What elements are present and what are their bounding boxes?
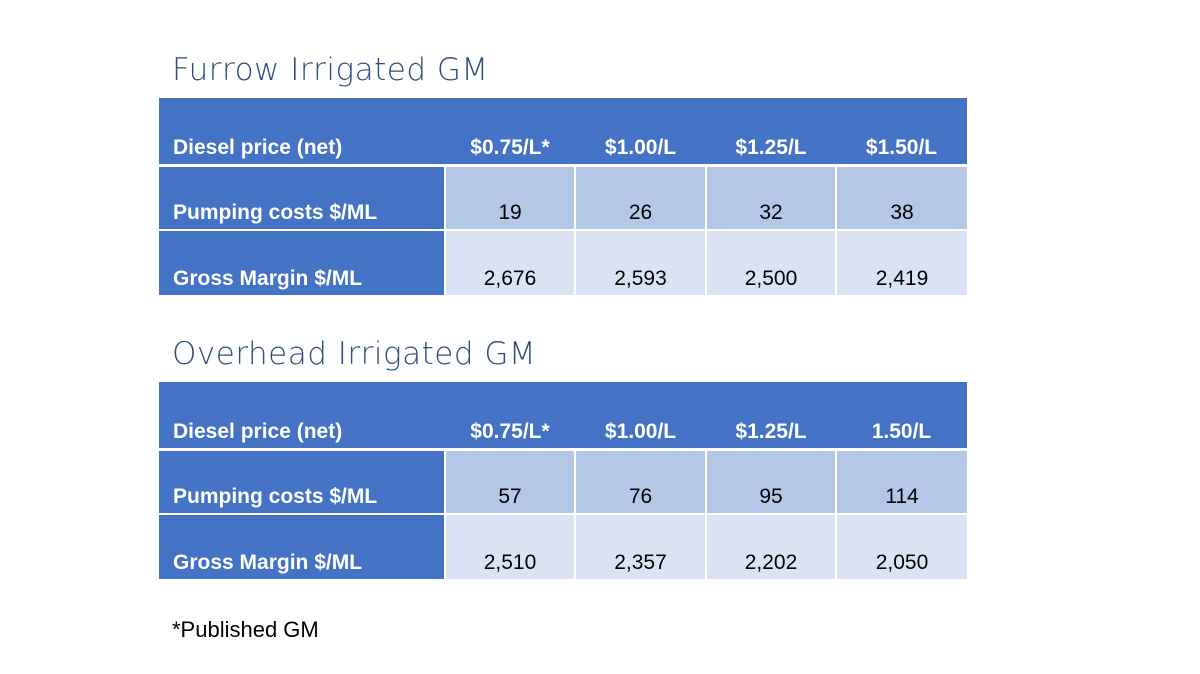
table-header-row: Diesel price (net) $0.75/L* $1.00/L $1.2… — [159, 382, 967, 451]
table-cell: 95 — [705, 448, 836, 514]
diesel-price-label: Diesel price (net) — [159, 382, 445, 451]
price-column-header: $0.75/L* — [445, 382, 575, 451]
table-row-gross-margin: Gross Margin $/ML 2,510 2,357 2,202 2,05… — [159, 513, 967, 579]
furrow-gm-table: Diesel price (net) $0.75/L* $1.00/L $1.2… — [159, 98, 967, 295]
price-column-header: 1.50/L — [836, 382, 967, 451]
table-cell: 2,593 — [574, 229, 706, 295]
price-column-header: $0.75/L* — [445, 98, 575, 167]
table-cell: 2,510 — [444, 513, 575, 579]
price-column-header: $1.25/L — [706, 98, 836, 167]
table-cell: 2,050 — [835, 513, 967, 579]
table-cell: 2,676 — [444, 229, 575, 295]
table-cell: 26 — [574, 164, 706, 230]
row-label: Pumping costs $/ML — [159, 448, 446, 514]
table-cell: 2,500 — [705, 229, 836, 295]
table-cell: 2,357 — [574, 513, 706, 579]
diesel-price-label: Diesel price (net) — [159, 98, 445, 167]
row-label: Gross Margin $/ML — [159, 229, 446, 295]
table-header-row: Diesel price (net) $0.75/L* $1.00/L $1.2… — [159, 98, 967, 167]
table-row-pumping-costs: Pumping costs $/ML 19 26 32 38 — [159, 164, 967, 230]
furrow-section-title: Furrow Irrigated GM — [172, 52, 489, 88]
table-cell: 19 — [444, 164, 575, 230]
footnote: *Published GM — [172, 617, 319, 642]
table-row-pumping-costs: Pumping costs $/ML 57 76 95 114 — [159, 448, 967, 514]
row-label: Pumping costs $/ML — [159, 164, 446, 230]
row-label: Gross Margin $/ML — [159, 513, 446, 579]
price-column-header: $1.50/L — [836, 98, 967, 167]
overhead-section-title: Overhead Irrigated GM — [172, 336, 537, 372]
table-cell: 38 — [835, 164, 967, 230]
table-row-gross-margin: Gross Margin $/ML 2,676 2,593 2,500 2,41… — [159, 229, 967, 295]
table-cell: 114 — [835, 448, 967, 514]
price-column-header: $1.00/L — [575, 98, 706, 167]
overhead-gm-table: Diesel price (net) $0.75/L* $1.00/L $1.2… — [159, 382, 967, 579]
table-cell: 2,419 — [835, 229, 967, 295]
table-cell: 57 — [444, 448, 575, 514]
table-cell: 2,202 — [705, 513, 836, 579]
table-cell: 76 — [574, 448, 706, 514]
price-column-header: $1.00/L — [575, 382, 706, 451]
price-column-header: $1.25/L — [706, 382, 836, 451]
table-cell: 32 — [705, 164, 836, 230]
